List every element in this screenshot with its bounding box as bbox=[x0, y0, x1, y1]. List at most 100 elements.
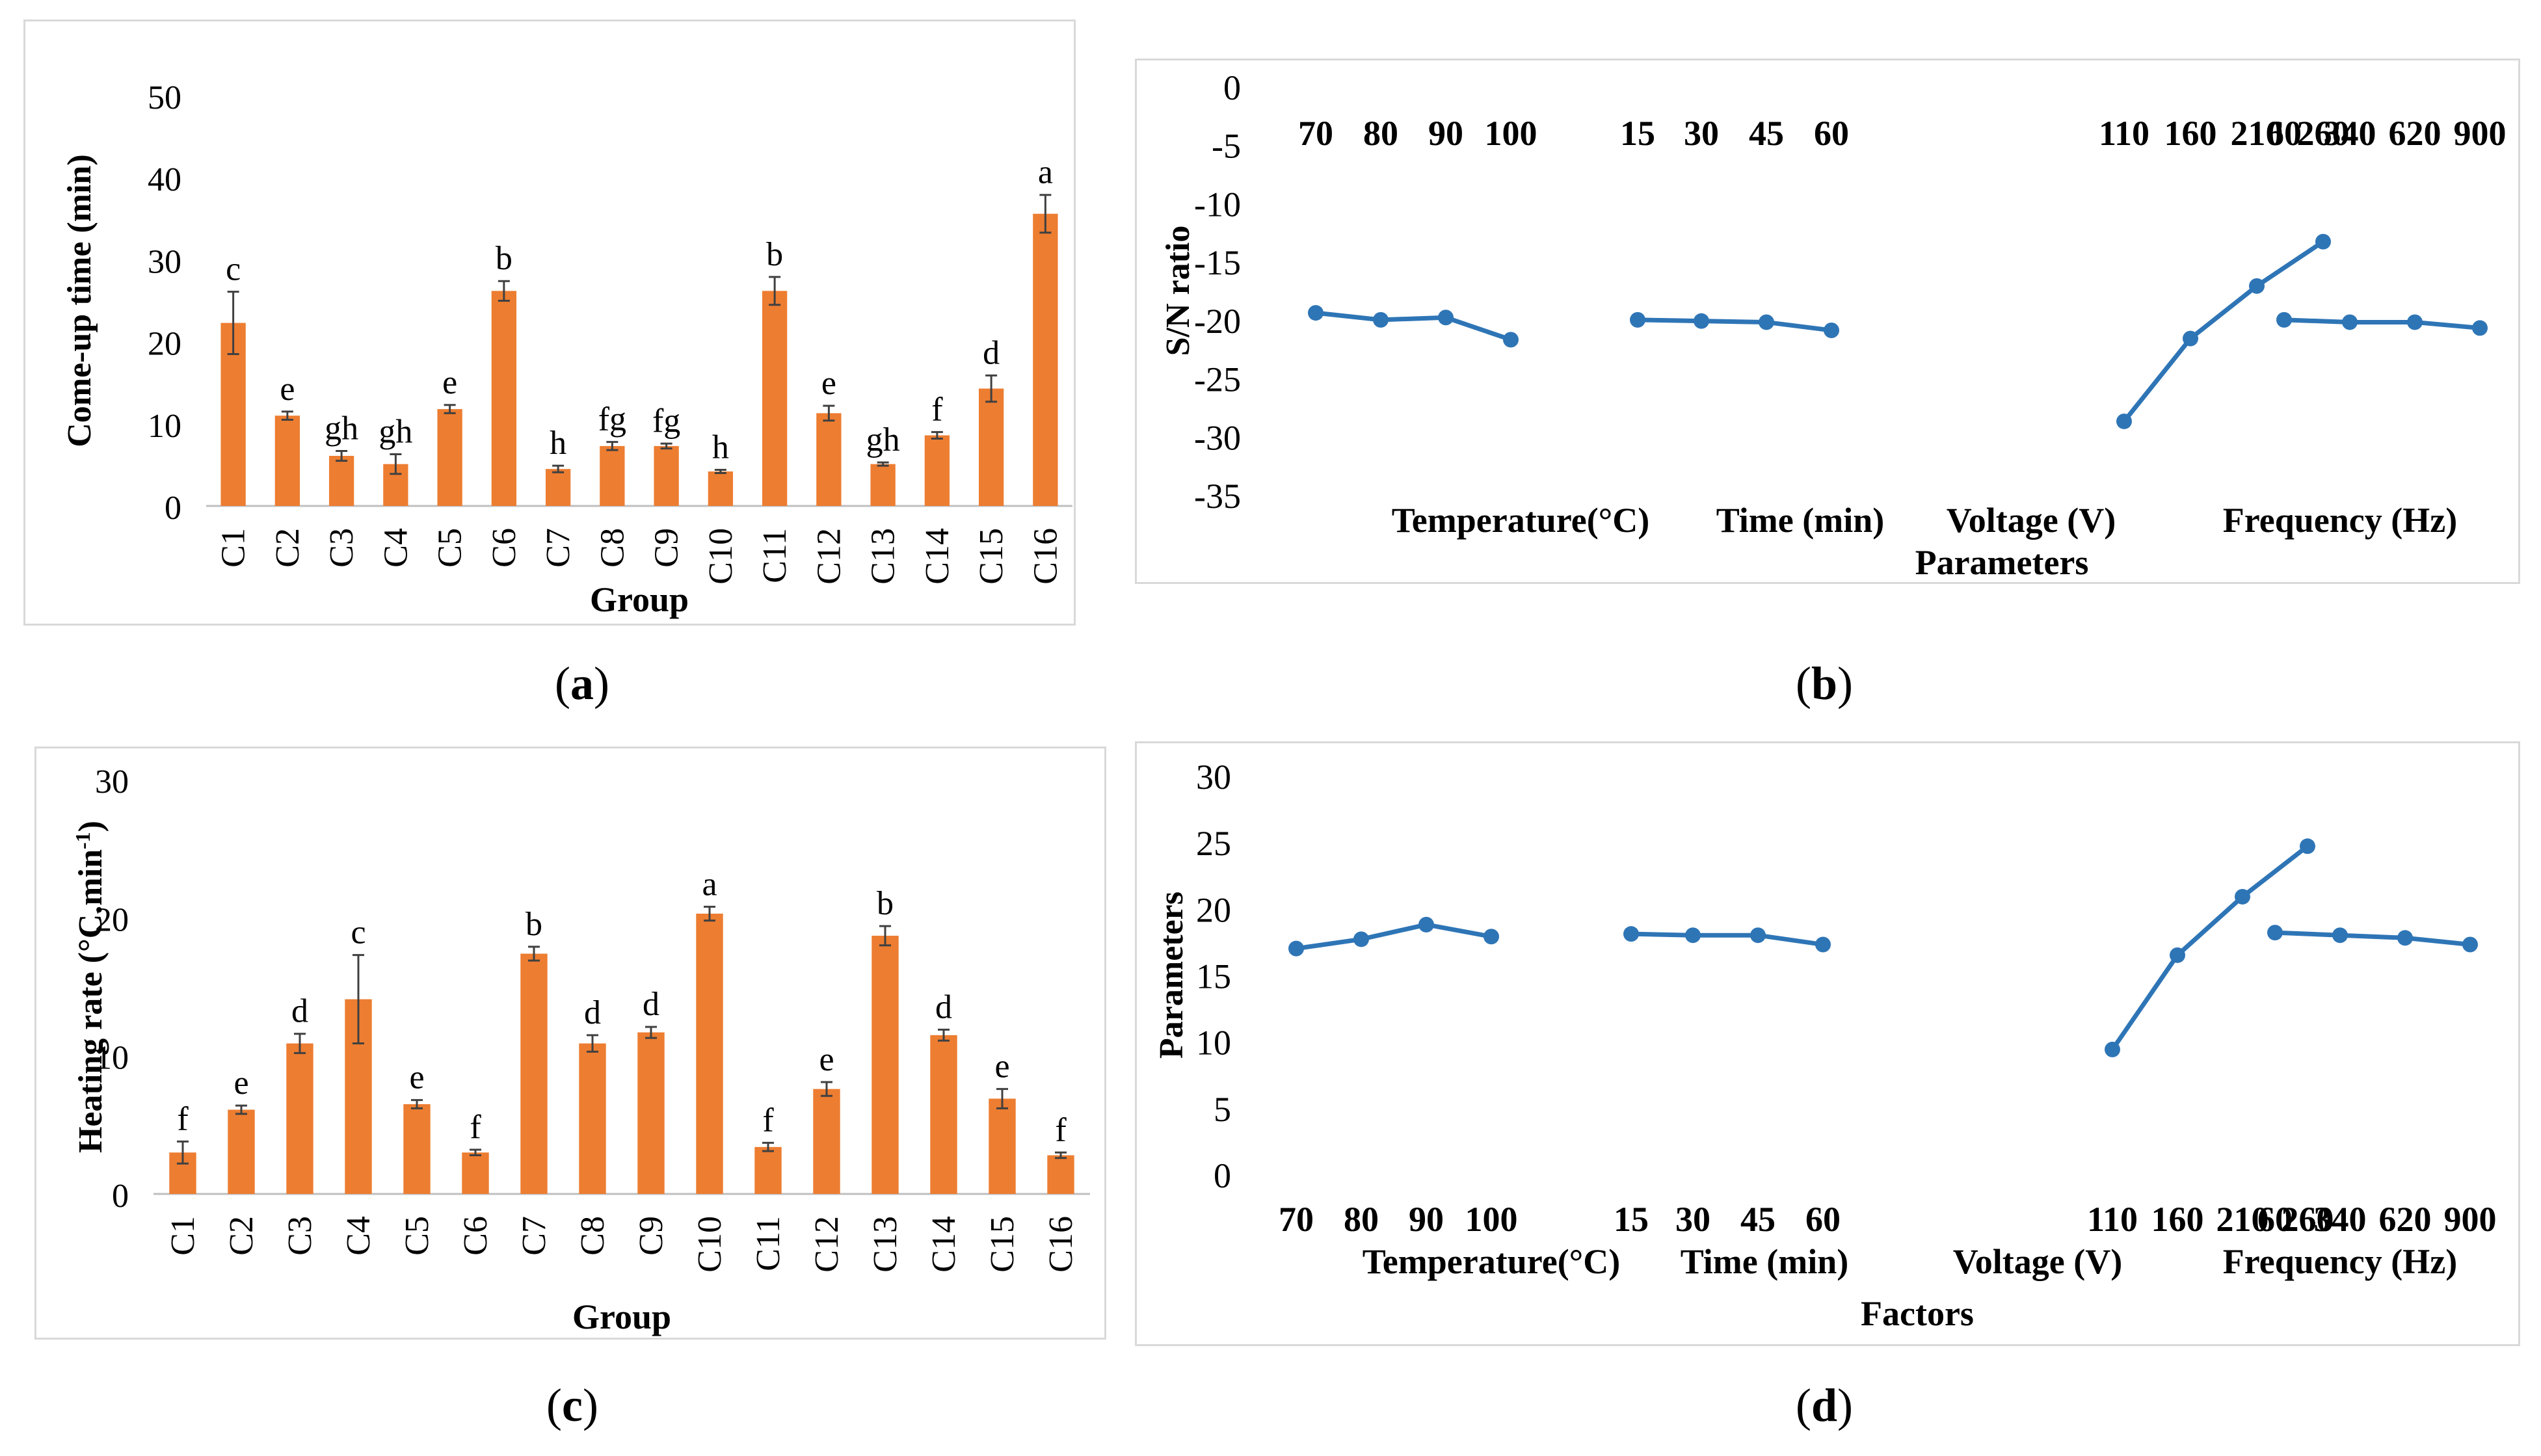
x-tick-label: C6 bbox=[486, 528, 523, 568]
level-label: 90 bbox=[1409, 1200, 1444, 1239]
factor-label: Time (min) bbox=[1716, 501, 1884, 540]
y-tick-label: 10 bbox=[95, 1040, 129, 1077]
level-label: 340 bbox=[2314, 1200, 2367, 1239]
data-point bbox=[2300, 838, 2315, 854]
bar-C2 bbox=[228, 1109, 255, 1194]
x-tick-label: C11 bbox=[750, 1216, 787, 1271]
data-point bbox=[2170, 947, 2185, 963]
significance-letter: d bbox=[983, 334, 1000, 371]
significance-letter: a bbox=[702, 866, 717, 903]
significance-letter: f bbox=[1055, 1111, 1067, 1148]
significance-letter: e bbox=[994, 1048, 1009, 1085]
significance-letter: gh bbox=[379, 413, 412, 450]
level-label: 80 bbox=[1363, 114, 1398, 153]
significance-letter: f bbox=[762, 1102, 774, 1139]
level-label: 260 bbox=[2282, 1200, 2334, 1239]
data-point bbox=[1483, 929, 1499, 945]
bar-C14 bbox=[930, 1035, 957, 1194]
x-axis-title: Group bbox=[590, 580, 689, 619]
y-tick-label: 0 bbox=[1214, 1156, 1231, 1195]
significance-letter: d bbox=[643, 986, 659, 1023]
bar-C9 bbox=[654, 445, 679, 506]
significance-letter: e bbox=[280, 371, 295, 408]
y-tick-label: 10 bbox=[1196, 1024, 1231, 1063]
level-label: 100 bbox=[1465, 1200, 1518, 1239]
factor-label: Temperature(°C) bbox=[1392, 501, 1650, 540]
level-label: 210 bbox=[2231, 114, 2283, 153]
data-point bbox=[1373, 311, 1389, 328]
data-point bbox=[2472, 320, 2488, 336]
bar-C14 bbox=[924, 435, 950, 506]
level-label: 30 bbox=[1675, 1200, 1710, 1239]
x-tick-label: C14 bbox=[919, 528, 956, 585]
data-point bbox=[2116, 413, 2132, 429]
significance-letter: e bbox=[821, 365, 836, 402]
y-tick-label: -30 bbox=[1194, 418, 1241, 457]
bar-C6 bbox=[462, 1152, 489, 1194]
x-tick-label: C13 bbox=[865, 528, 902, 585]
y-tick-label: 25 bbox=[1196, 824, 1231, 863]
y-axis-title: Heating rate (°C.min-1) bbox=[71, 821, 109, 1153]
bar-C10 bbox=[708, 471, 734, 506]
data-point bbox=[1685, 927, 1701, 944]
y-tick-label: 0 bbox=[1223, 68, 1241, 107]
bar-C6 bbox=[491, 291, 517, 506]
series-line-3 bbox=[2283, 317, 2481, 330]
bar-C15 bbox=[978, 388, 1004, 506]
significance-letter: h bbox=[550, 425, 566, 462]
chart-panel-c: 0 10 20 30 f C1 e C2 d C3 c C4 e C5 f C6 b C7 d C8 d C9 a C10 f C… bbox=[34, 747, 1106, 1340]
level-label: 210 bbox=[2216, 1200, 2269, 1239]
x-tick-label: C16 bbox=[1043, 1216, 1080, 1273]
y-tick-label: 0 bbox=[112, 1178, 129, 1215]
x-tick-label: C9 bbox=[648, 528, 685, 568]
significance-letter: d bbox=[584, 994, 601, 1031]
significance-letter: gh bbox=[866, 421, 900, 458]
y-axis-title: Parameters bbox=[1153, 892, 1190, 1059]
significance-letter: f bbox=[470, 1109, 481, 1146]
x-tick-label: C13 bbox=[867, 1216, 904, 1273]
data-point bbox=[1824, 323, 1839, 339]
data-point bbox=[1503, 332, 1519, 348]
level-label: 160 bbox=[2151, 1200, 2204, 1239]
y-tick-label: 30 bbox=[95, 763, 129, 801]
level-label: 60 bbox=[1814, 114, 1849, 153]
x-tick-label: C10 bbox=[691, 1216, 728, 1273]
chart-panel-a: 0 10 20 30 40 50 c C1 e C2 gh C3 gh C4 e C5 b C6 h C7 fg C8 fg… bbox=[23, 20, 1076, 626]
level-label: 620 bbox=[2379, 1200, 2432, 1239]
significance-letter: b bbox=[766, 236, 783, 273]
line-chart-sn-ratio: 0 -5 -10 -15 -20 -25 -30 -35 70 80 90 100 Temperatur… bbox=[1160, 68, 2507, 582]
data-point bbox=[1750, 927, 1766, 944]
x-tick-label: C4 bbox=[340, 1216, 377, 1256]
bar-C12 bbox=[816, 413, 842, 506]
data-point bbox=[1353, 931, 1369, 947]
level-label: 620 bbox=[2389, 114, 2441, 153]
series-line-1 bbox=[1637, 317, 1832, 333]
x-tick-label: C15 bbox=[984, 1216, 1021, 1273]
y-tick-label: 30 bbox=[148, 243, 181, 280]
significance-letter: fg bbox=[652, 403, 680, 440]
x-tick-label: C2 bbox=[269, 528, 306, 568]
x-tick-label: C5 bbox=[399, 1216, 436, 1256]
x-tick-label: C12 bbox=[810, 528, 847, 585]
level-label: 100 bbox=[1485, 114, 1537, 153]
bar-C3 bbox=[328, 456, 354, 506]
x-tick-label: C3 bbox=[282, 1216, 319, 1256]
x-tick-label: C5 bbox=[432, 528, 469, 568]
chart-panel-d: 0 5 10 15 20 25 30 70 80 90 100 Temperature(°C) 15 30… bbox=[1135, 741, 2520, 1346]
data-point bbox=[2267, 925, 2283, 941]
significance-letter: a bbox=[1038, 154, 1053, 191]
data-point bbox=[2397, 930, 2413, 946]
significance-letter: f bbox=[931, 391, 943, 428]
caption-d: (d) bbox=[1795, 1379, 1853, 1431]
x-tick-label: C7 bbox=[540, 528, 577, 568]
factor-label: Frequency (Hz) bbox=[2223, 1242, 2457, 1281]
x-tick-label: C16 bbox=[1027, 528, 1064, 585]
data-point bbox=[2332, 927, 2348, 944]
y-tick-label: 20 bbox=[95, 901, 129, 938]
bar-C12 bbox=[813, 1089, 840, 1194]
level-label: 60 bbox=[2257, 1200, 2293, 1239]
x-tick-label: C7 bbox=[516, 1216, 553, 1256]
y-tick-label: -35 bbox=[1194, 477, 1241, 516]
significance-letter: e bbox=[442, 364, 457, 401]
series-line-2 bbox=[2110, 844, 2309, 1051]
